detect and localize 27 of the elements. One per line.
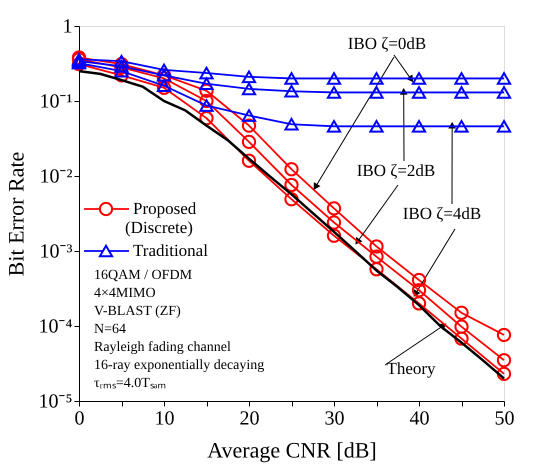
y-tick-label: 1 (62, 16, 72, 38)
annotation: IBO ζ=4dB (402, 204, 482, 223)
x-tick-label: 0 (74, 408, 84, 430)
y-tick-label: 10⁻³ (40, 240, 72, 262)
x-axis-title: Average CNR [dB] (207, 438, 377, 462)
annotation: 16-ray exponentially decaying (94, 358, 264, 373)
y-axis-title: Bit Error Rate (4, 152, 29, 276)
y-tick-label: 10⁻⁵ (38, 390, 72, 412)
x-tick-label: 50 (494, 408, 514, 430)
x-tick-label: 40 (410, 408, 430, 430)
x-tick-label: 20 (240, 408, 260, 430)
annotation: V-BLAST (ZF) (94, 304, 182, 319)
annotation: τᵣₘₛ=4.0Tₛₐₘ (94, 376, 167, 391)
x-tick-label: 10 (154, 408, 174, 430)
annotation: IBO ζ=2dB (356, 161, 436, 180)
y-tick-label: 10⁻⁴ (38, 316, 73, 338)
annotation: Rayleigh fading channel (94, 340, 231, 355)
annotation: Theory (386, 359, 436, 378)
y-tick-label: 10⁻¹ (40, 90, 72, 112)
x-tick-label: 30 (324, 408, 344, 430)
y-tick-label: 10⁻² (40, 166, 72, 188)
legend-label: Traditional (133, 241, 208, 260)
annotation: 16QAM / OFDM (94, 268, 193, 283)
legend-label: Proposed (Discrete) (125, 199, 197, 237)
annotation: IBO ζ=0dB (348, 34, 426, 53)
annotation: N=64 (94, 322, 126, 337)
annotation: 4×4MIMO (94, 286, 156, 301)
